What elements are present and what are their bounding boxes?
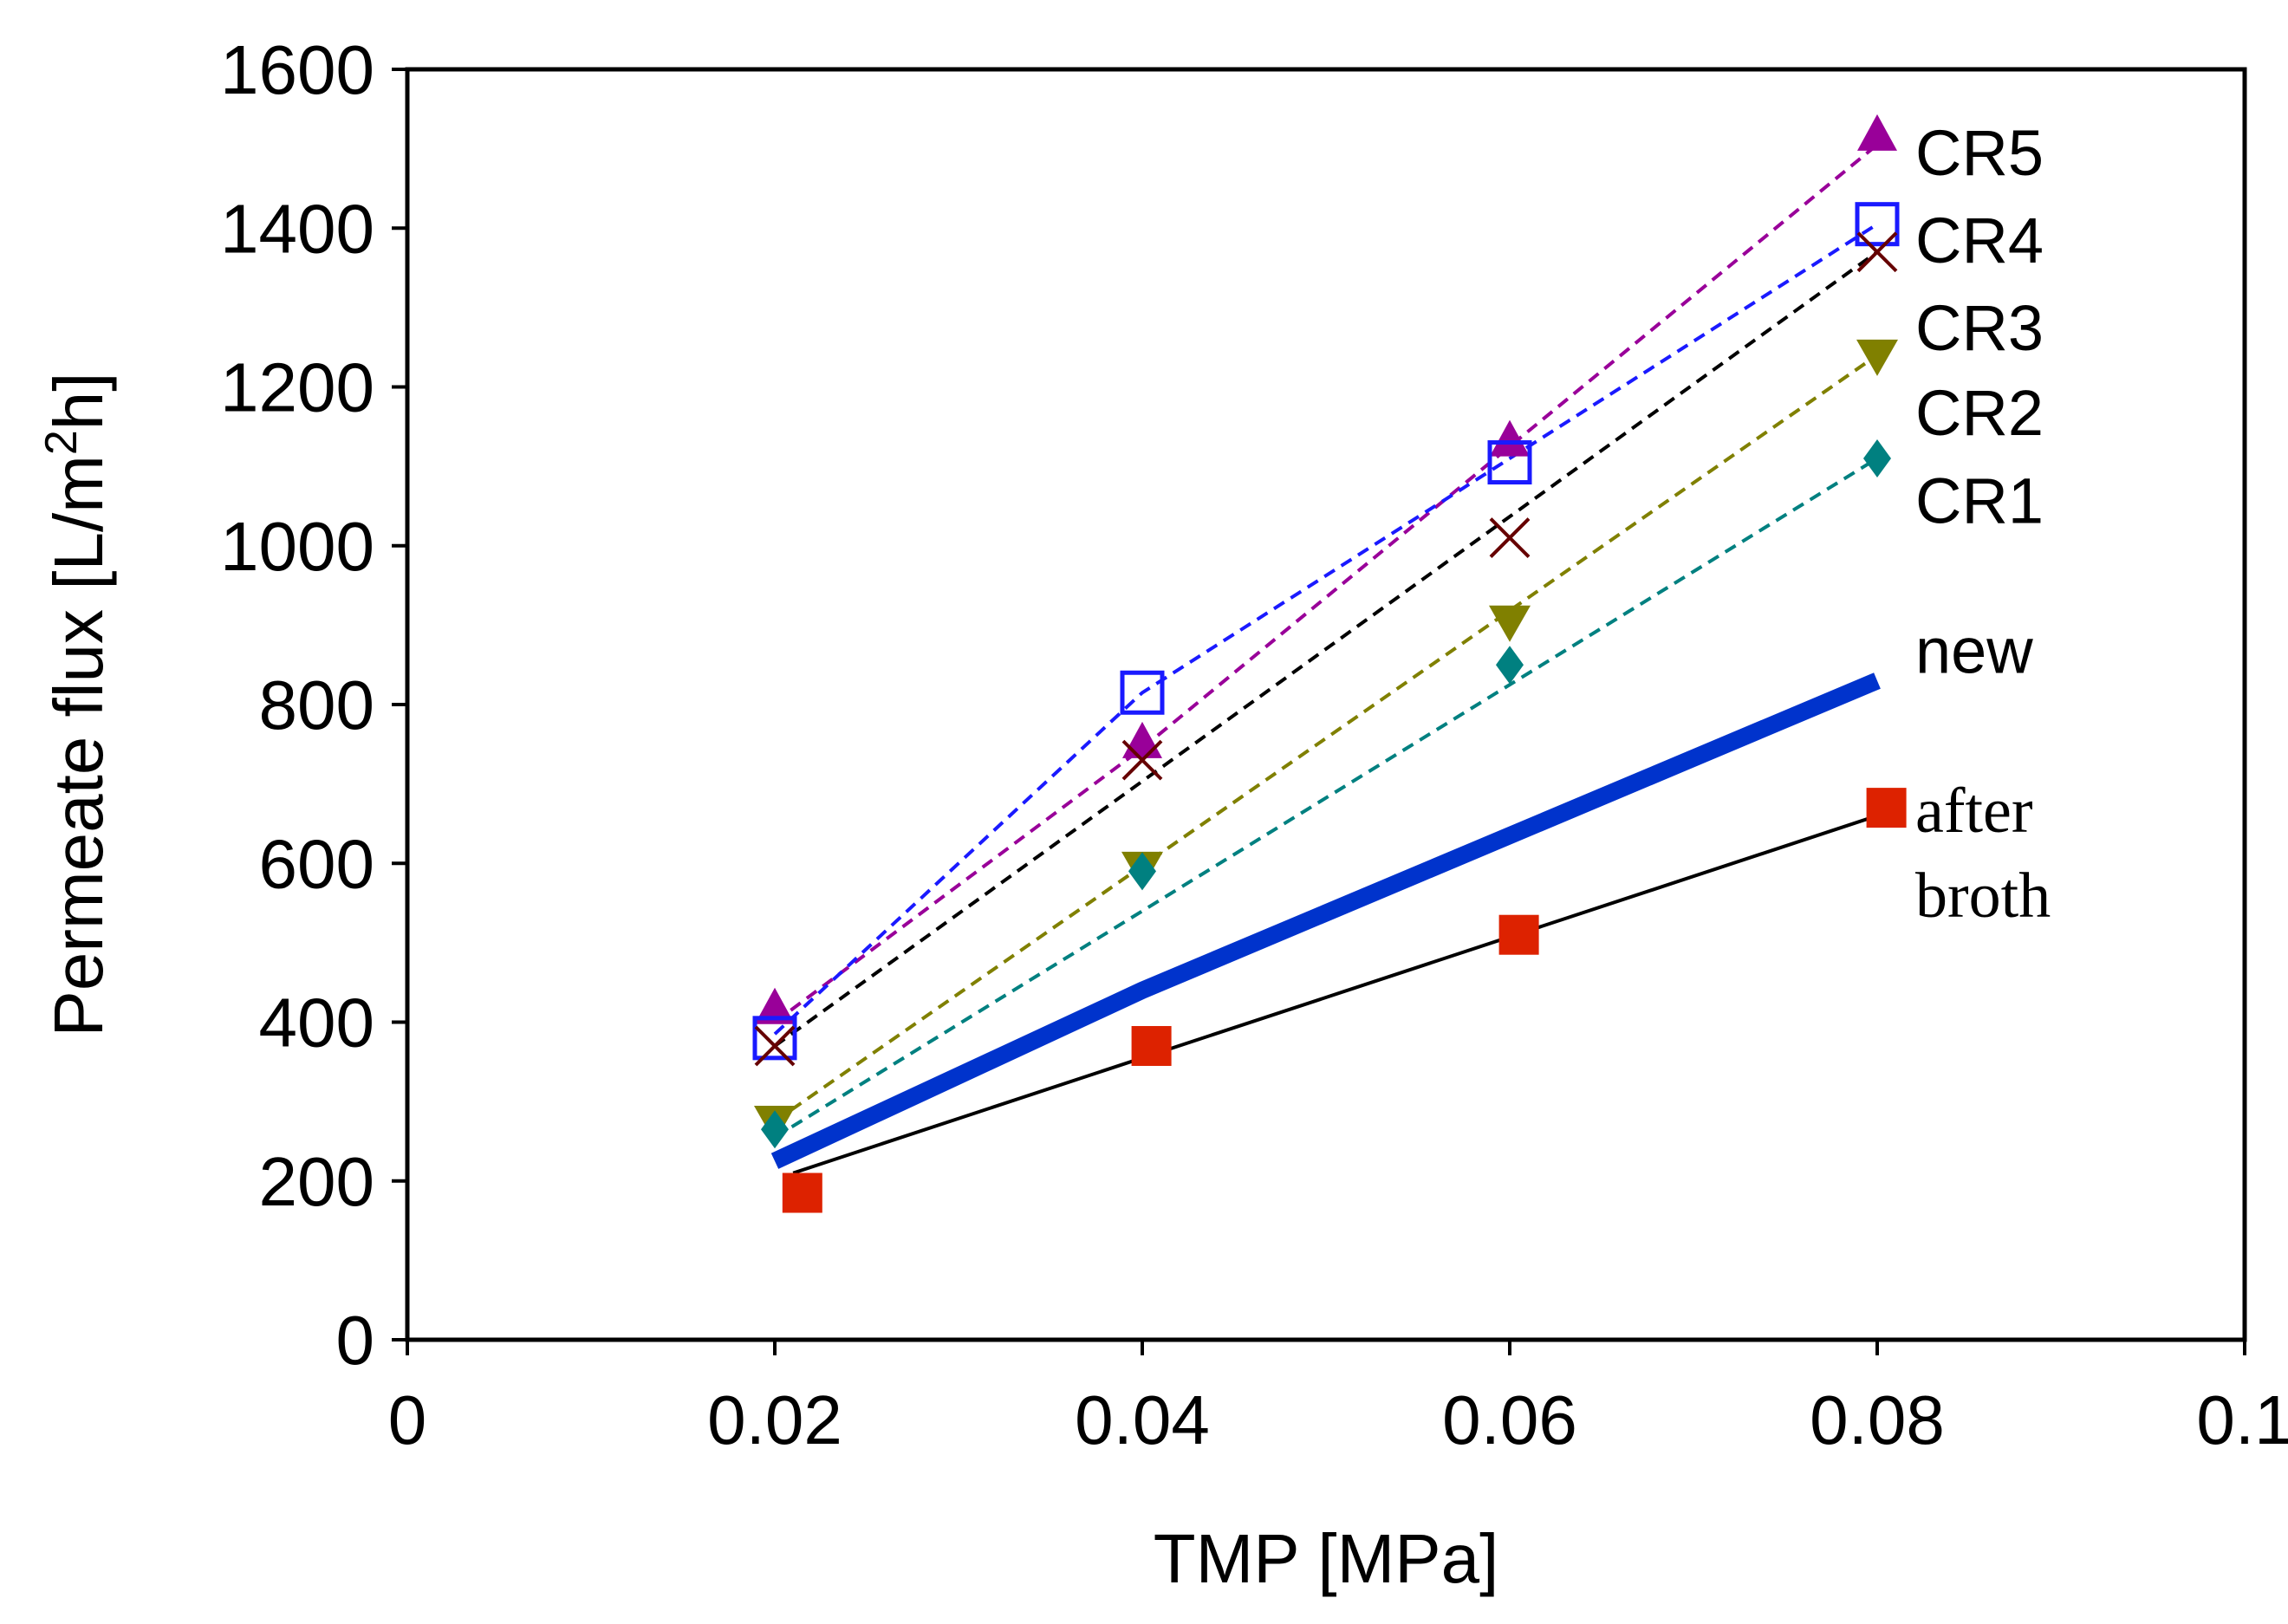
data-point-after-broth [1131,1025,1172,1066]
data-point-after-broth [1866,788,1907,828]
series-label-cr1: CR1 [1915,465,2044,537]
data-point-cr4 [1855,202,1900,247]
y-axis-title: Permeate flux [L/m2h] [36,372,117,1036]
series-label-cr4: CR4 [1915,205,2044,276]
y-tick-label: 200 [259,1143,374,1220]
y-axis-title-superscript: 2 [36,430,87,455]
y-tick-label: 400 [259,984,374,1062]
x-axis: 0 0.02 0.04 0.06 0.08 0.1 [388,1340,2288,1458]
data-point-cr3 [1856,231,1898,273]
data-point-cr5 [1857,114,1897,151]
y-axis-title-end: h] [40,372,117,430]
series-line-cr1 [773,457,1879,1140]
data-point-cr3 [754,1025,796,1067]
y-tick-label: 1200 [220,349,374,426]
series-line-after-broth [792,814,1878,1175]
series-label-cr3: CR3 [1915,292,2044,364]
data-point-after-broth [782,1173,822,1213]
series-label-new: new [1915,615,2033,687]
series-markers [752,114,1907,1213]
y-tick-label: 0 [336,1302,375,1379]
series-label-cr5: CR5 [1915,117,2044,189]
data-point-cr2 [1856,339,1898,376]
data-point-cr1 [1863,438,1891,477]
x-tick-label: 0.02 [707,1381,842,1458]
y-axis: 0 200 400 600 800 1000 1200 1400 1600 [220,31,407,1379]
series-label-after-broth: broth [1915,861,2051,932]
series-line-cr5 [773,143,1879,1024]
y-tick-label: 600 [259,825,374,902]
series-line-new [770,672,1881,1169]
series-labels: CR5 CR4 CR3 CR2 CR1 new after broth [1915,117,2051,932]
data-point-cr3 [1489,517,1531,559]
data-point-cr1 [1128,852,1156,891]
x-tick-label: 0.06 [1442,1381,1577,1458]
data-point-cr5 [1490,419,1530,457]
data-point-cr5 [755,987,795,1024]
data-point-cr4 [1487,440,1532,485]
data-point-cr3 [1121,739,1163,781]
x-axis-title: TMP [MPa] [1154,1520,1499,1597]
series-label-after-broth: after [1915,776,2033,847]
data-point-cr4 [752,1016,797,1061]
y-tick-label: 800 [259,666,374,744]
y-tick-label: 1000 [220,508,374,585]
data-point-after-broth [1498,914,1539,955]
series-line-cr4 [773,223,1879,1036]
series-lines [770,143,1881,1175]
x-tick-label: 0.04 [1075,1381,1210,1458]
series-line-cr3 [773,250,1879,1048]
y-tick-label: 1600 [220,31,374,108]
x-tick-label: 0.1 [2196,1381,2288,1458]
data-point-cr2 [1489,605,1531,642]
series-line-cr2 [773,354,1879,1123]
x-tick-label: 0 [388,1381,427,1458]
data-point-cr1 [761,1110,789,1149]
data-point-cr5 [1122,721,1162,758]
x-tick-label: 0.08 [1810,1381,1945,1458]
data-point-cr4 [1120,670,1165,715]
series-label-cr2: CR2 [1915,377,2044,449]
y-axis-title-main: Permeate flux [L/m [40,455,117,1036]
y-tick-label: 1400 [220,190,374,267]
data-point-cr1 [1496,646,1524,685]
